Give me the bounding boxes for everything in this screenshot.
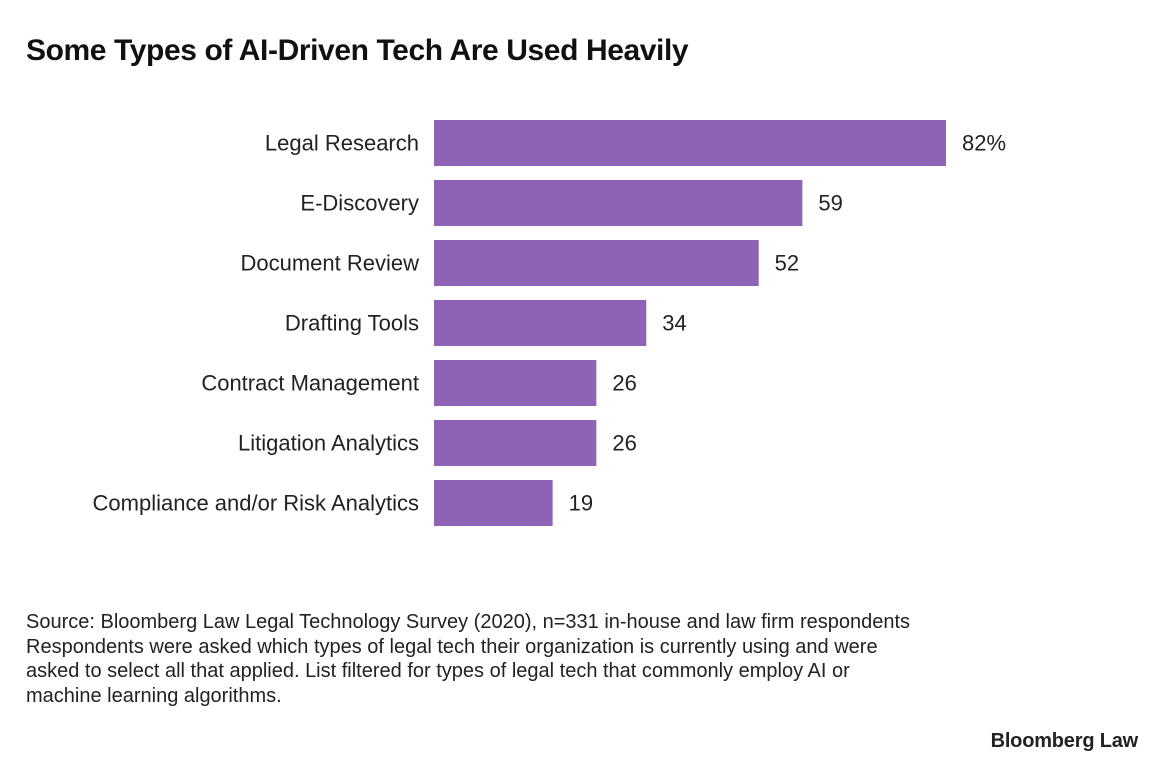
- bar: [434, 180, 803, 226]
- category-label: E-Discovery: [300, 191, 419, 216]
- category-label: Litigation Analytics: [238, 431, 419, 456]
- value-label: 26: [612, 371, 636, 396]
- source-note: Source: Bloomberg Law Legal Technology S…: [26, 611, 911, 633]
- bar: [434, 420, 597, 466]
- bar: [434, 300, 647, 346]
- bar: [434, 120, 946, 166]
- bar: [434, 360, 597, 406]
- category-label: Compliance and/or Risk Analytics: [93, 491, 419, 516]
- category-label: Contract Management: [201, 371, 419, 396]
- chart-title: Some Types of AI-Driven Tech Are Used He…: [26, 34, 689, 67]
- value-label: 26: [612, 431, 636, 456]
- category-label: Document Review: [240, 251, 419, 276]
- description-note: Respondents were asked which types of le…: [26, 635, 878, 707]
- chart-notes: Source: Bloomberg Law Legal Technology S…: [26, 610, 926, 708]
- value-label: 52: [775, 251, 799, 276]
- category-label: Legal Research: [265, 131, 419, 156]
- bar: [434, 480, 553, 526]
- category-label: Drafting Tools: [285, 311, 419, 336]
- value-label: 19: [569, 491, 593, 516]
- bloomberg-law-logo: Bloomberg Law: [990, 730, 1139, 752]
- value-label: 34: [662, 311, 686, 336]
- value-label: 82%: [962, 131, 1006, 156]
- bar-chart: Legal Research 82% E-Discovery 59 Document R…: [93, 120, 1006, 526]
- value-label: 59: [818, 191, 842, 216]
- bar: [434, 240, 759, 286]
